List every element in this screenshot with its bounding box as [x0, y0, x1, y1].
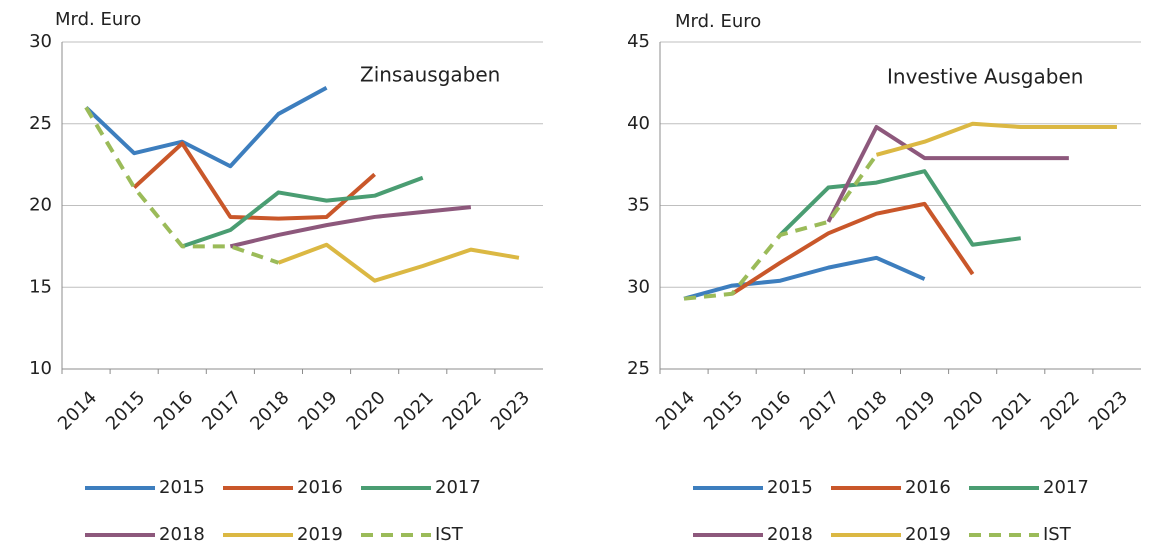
series-line — [84, 86, 328, 169]
x-tick-label: 2015 — [700, 387, 747, 434]
legend-label: 2015 — [159, 477, 205, 498]
series-line — [778, 169, 1022, 247]
x-tick-label: 2022 — [1037, 387, 1084, 434]
x-tick-label: 2017 — [796, 387, 843, 434]
series-line — [683, 153, 879, 301]
y-tick-label: 35 — [627, 195, 650, 216]
y-tick-label: 10 — [29, 358, 52, 379]
series-line — [683, 255, 926, 301]
y-tick-label: 30 — [29, 31, 52, 52]
x-tick-label: 2018 — [844, 387, 891, 434]
legend-label: 2015 — [767, 477, 813, 498]
x-tick-label: 2015 — [102, 387, 149, 434]
chart-title: Zinsausgaben — [360, 63, 500, 87]
series-line — [277, 242, 520, 283]
y-tick-label: 40 — [627, 113, 650, 134]
x-tick-label: 2022 — [439, 387, 486, 434]
y-tick-label: 25 — [29, 113, 52, 134]
legend-label: IST — [1043, 524, 1072, 545]
series-line — [132, 141, 376, 221]
y-axis-label: Mrd. Euro — [675, 11, 761, 32]
y-axis-label: Mrd. Euro — [55, 9, 141, 30]
series-line — [84, 106, 280, 265]
y-tick-label: 45 — [627, 31, 650, 52]
legend-label: 2016 — [297, 477, 343, 498]
x-tick-label: 2016 — [748, 387, 795, 434]
series-line — [181, 175, 424, 249]
x-tick-label: 2014 — [652, 387, 699, 434]
y-tick-label: 20 — [29, 195, 52, 216]
x-tick-label: 2021 — [989, 387, 1036, 434]
x-tick-label: 2023 — [1085, 387, 1132, 434]
chart-title: Investive Ausgaben — [887, 65, 1083, 89]
x-tick-label: 2019 — [294, 387, 341, 434]
x-tick-label: 2020 — [342, 387, 389, 434]
y-tick-label: 30 — [627, 276, 650, 297]
x-tick-label: 2023 — [487, 387, 534, 434]
x-tick-label: 2016 — [150, 387, 197, 434]
legend-label: 2017 — [435, 477, 481, 498]
series-line — [826, 125, 1069, 223]
legend-label: 2017 — [1043, 477, 1089, 498]
legend-label: IST — [435, 524, 464, 545]
legend-label: 2018 — [159, 524, 205, 545]
y-tick-label: 15 — [29, 276, 52, 297]
x-tick-label: 2020 — [940, 387, 987, 434]
series-line — [875, 121, 1117, 157]
x-tick-label: 2019 — [892, 387, 939, 434]
x-tick-label: 2018 — [246, 387, 293, 434]
legend-label: 2016 — [905, 477, 951, 498]
series-line — [229, 205, 472, 249]
legend-label: 2019 — [905, 524, 951, 545]
x-tick-label: 2017 — [198, 387, 245, 434]
x-tick-label: 2021 — [391, 387, 438, 434]
legend-label: 2019 — [297, 524, 343, 545]
y-tick-label: 25 — [627, 358, 650, 379]
x-tick-label: 2014 — [54, 387, 101, 434]
series-line — [731, 201, 975, 296]
legend-label: 2018 — [767, 524, 813, 545]
